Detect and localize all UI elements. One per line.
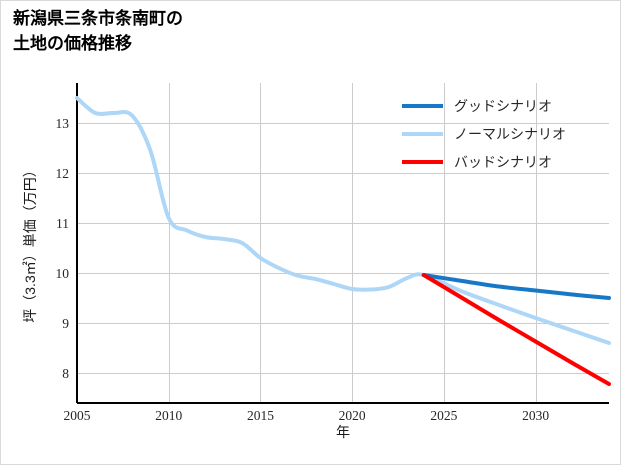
x-tick-label: 2025	[430, 408, 457, 423]
x-tick-label: 2005	[64, 408, 91, 423]
series-line-ノーマルシナリオ	[75, 96, 611, 345]
data-series-group	[75, 96, 611, 386]
y-tick-labels: 8 9 10 11 12 13	[56, 116, 70, 381]
legend-item[interactable]: バッドシナリオ	[402, 156, 552, 171]
y-gridlines	[77, 123, 609, 374]
y-tick-label: 9	[62, 316, 69, 331]
x-tick-label: 2030	[522, 408, 549, 423]
legend-item[interactable]: グッドシナリオ	[402, 99, 552, 115]
legend-item[interactable]: ノーマルシナリオ	[402, 128, 566, 143]
x-axis-title: 年	[336, 424, 350, 440]
x-tick-labels: 2005 2010 2015 2020 2025 2030	[64, 408, 550, 423]
series-line-バッドシナリオ	[421, 273, 611, 386]
y-tick-label: 10	[56, 266, 70, 281]
x-tick-label: 2020	[339, 408, 366, 423]
legend-label: グッドシナリオ	[454, 99, 552, 115]
legend-label: ノーマルシナリオ	[454, 128, 566, 143]
chart-title: 新潟県三条市条南町の 土地の価格推移	[13, 9, 183, 53]
x-tick-label: 2010	[155, 408, 182, 423]
y-tick-label: 8	[62, 366, 69, 381]
y-tick-label: 12	[56, 166, 70, 181]
x-tick-label: 2015	[247, 408, 274, 423]
y-tick-label: 13	[56, 116, 70, 131]
series-line-グッドシナリオ	[421, 273, 611, 300]
y-axis-title: 坪（3.3㎡）単価（万円）	[22, 163, 38, 322]
legend-label: バッドシナリオ	[454, 156, 552, 171]
y-tick-label: 11	[56, 216, 69, 231]
